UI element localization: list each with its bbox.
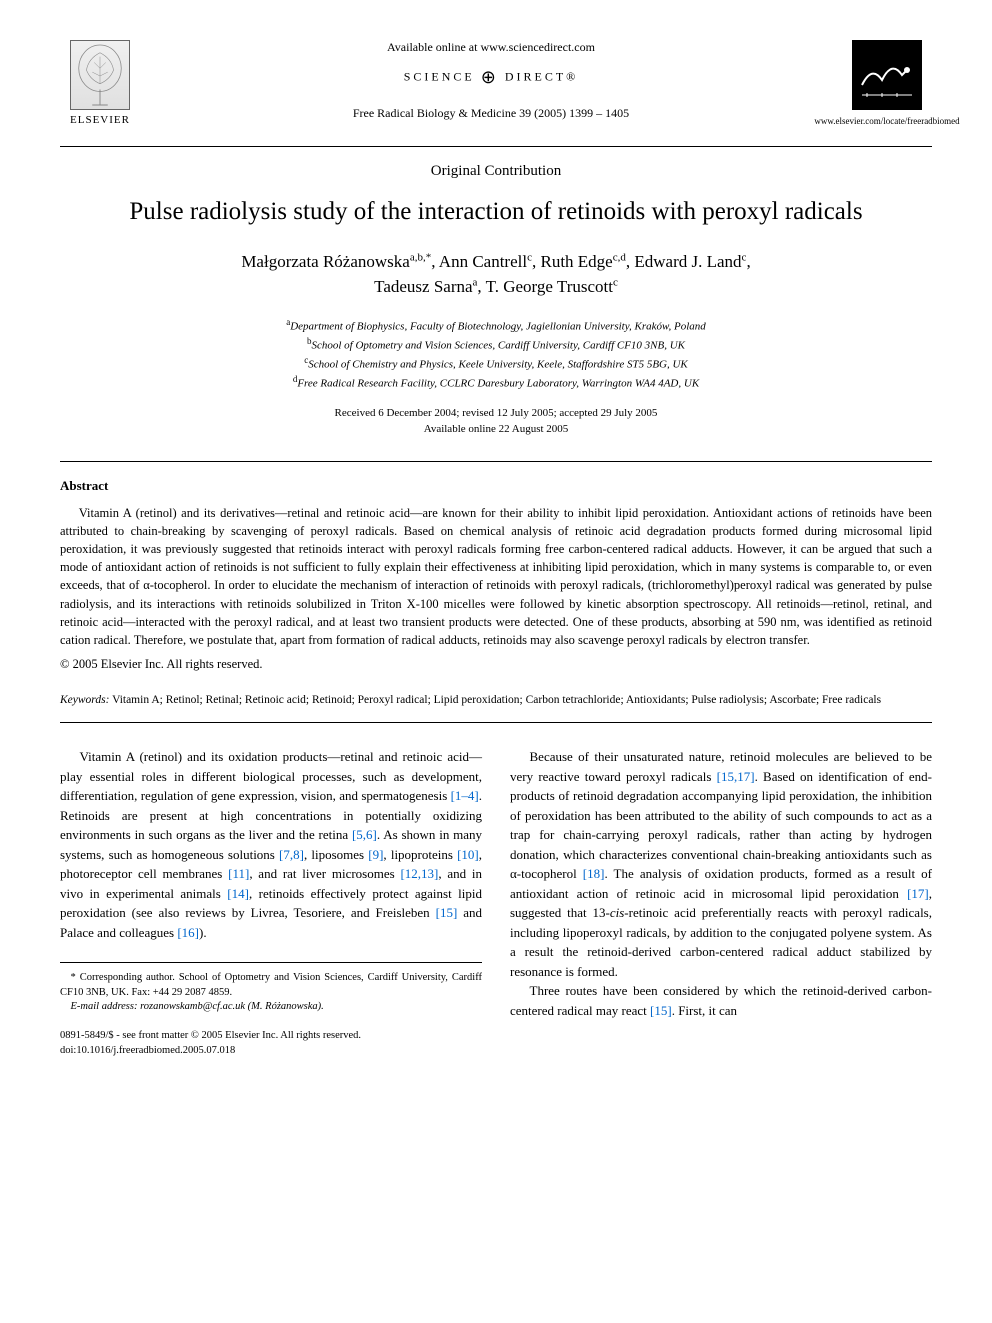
authors: Małgorzata Różanowskaa,b,*, Ann Cantrell… [60, 249, 932, 300]
issn-line: 0891-5849/$ - see front matter © 2005 El… [60, 1029, 482, 1044]
available-online-text: Available online at www.sciencedirect.co… [160, 40, 822, 55]
ref-link[interactable]: [12,13] [400, 866, 438, 881]
author-name: , Edward J. Land [626, 252, 742, 271]
doi-line: doi:10.1016/j.freeradbiomed.2005.07.018 [60, 1044, 482, 1059]
journal-citation: Free Radical Biology & Medicine 39 (2005… [160, 106, 822, 121]
abstract-section: Abstract Vitamin A (retinol) and its der… [60, 461, 932, 672]
affiliation-line: bSchool of Optometry and Vision Sciences… [60, 335, 932, 354]
article-title: Pulse radiolysis study of the interactio… [60, 196, 932, 229]
ref-link[interactable]: [10] [457, 847, 479, 862]
email-value: rozanowskamb@cf.ac.uk (M. Różanowska). [137, 1001, 323, 1012]
affiliation-line: cSchool of Chemistry and Physics, Keele … [60, 354, 932, 373]
body-text: . First, it can [672, 1003, 737, 1018]
keywords-text: Vitamin A; Retinol; Retinal; Retinoic ac… [109, 694, 881, 706]
ref-link[interactable]: [18] [583, 866, 605, 881]
abstract-text: Vitamin A (retinol) and its derivatives—… [60, 504, 932, 649]
affiliation-text: School of Chemistry and Physics, Keele U… [308, 358, 688, 370]
ref-link[interactable]: [11] [228, 866, 249, 881]
email-line: E-mail address: rozanowskamb@cf.ac.uk (M… [60, 1000, 482, 1015]
affiliations: aDepartment of Biophysics, Faculty of Bi… [60, 316, 932, 393]
author-name: , Ann Cantrell [431, 252, 527, 271]
elsevier-tree-icon [70, 40, 130, 110]
italic-text: cis [610, 905, 624, 920]
ref-link[interactable]: [15] [436, 905, 458, 920]
affiliation-line: dFree Radical Research Facility, CCLRC D… [60, 373, 932, 392]
affiliation-text: Department of Biophysics, Faculty of Bio… [290, 320, 706, 332]
ref-link[interactable]: [17] [907, 886, 929, 901]
corresponding-author: * Corresponding author. School of Optome… [60, 971, 482, 1000]
email-label: E-mail address: [71, 1001, 138, 1012]
elsevier-logo: ELSEVIER [60, 40, 140, 126]
body-columns: Vitamin A (retinol) and its oxidation pr… [60, 747, 932, 1058]
column-left: Vitamin A (retinol) and its oxidation pr… [60, 747, 482, 1058]
body-text: , and rat liver microsomes [249, 866, 400, 881]
copyright-text: © 2005 Elsevier Inc. All rights reserved… [60, 657, 932, 672]
author-name: Małgorzata Różanowska [241, 252, 410, 271]
ref-link[interactable]: [15] [650, 1003, 672, 1018]
center-header: Available online at www.sciencedirect.co… [140, 40, 842, 121]
footer-doi-block: 0891-5849/$ - see front matter © 2005 El… [60, 1029, 482, 1058]
ref-link[interactable]: [1–4] [451, 788, 479, 803]
author-affil-sup: c,d [613, 251, 626, 263]
dates-online: Available online 22 August 2005 [60, 422, 932, 437]
author-name: , T. George Truscott [477, 277, 613, 296]
body-text: . Based on identification of end-product… [510, 769, 932, 882]
body-text: ). [199, 925, 207, 940]
journal-icon [852, 40, 922, 110]
header-row: ELSEVIER Available online at www.science… [60, 40, 932, 126]
ref-link[interactable]: [9] [368, 847, 383, 862]
dates-received: Received 6 December 2004; revised 12 Jul… [60, 406, 932, 421]
body-text: Vitamin A (retinol) and its oxidation pr… [60, 749, 482, 803]
author-name: Tadeusz Sarna [374, 277, 472, 296]
keywords-label: Keywords: [60, 694, 109, 706]
journal-logo: www.elsevier.com/locate/freeradbiomed [842, 40, 932, 126]
affiliation-line: aDepartment of Biophysics, Faculty of Bi… [60, 316, 932, 335]
sciencedirect-left: SCIENCE [404, 69, 475, 83]
journal-url: www.elsevier.com/locate/freeradbiomed [814, 116, 959, 126]
ref-link[interactable]: [14] [227, 886, 249, 901]
sciencedirect-right: DIRECT® [505, 69, 578, 83]
column-right: Because of their unsaturated nature, ret… [510, 747, 932, 1058]
body-text: , lipoproteins [383, 847, 457, 862]
ref-link[interactable]: [7,8] [279, 847, 304, 862]
ref-link[interactable]: [15,17] [717, 769, 755, 784]
elsevier-label: ELSEVIER [70, 114, 130, 126]
author-name: , Ruth Edge [532, 252, 613, 271]
body-paragraph: Vitamin A (retinol) and its oxidation pr… [60, 747, 482, 942]
ref-link[interactable]: [16] [177, 925, 199, 940]
sciencedirect-dot-icon: ⊕ [481, 67, 499, 87]
ref-link[interactable]: [5,6] [352, 827, 377, 842]
keywords: Keywords: Vitamin A; Retinol; Retinal; R… [60, 692, 932, 723]
author-affil-sup: c [613, 276, 618, 288]
sciencedirect-logo: SCIENCE ⊕ DIRECT® [160, 67, 822, 88]
affiliation-text: Free Radical Research Facility, CCLRC Da… [297, 378, 699, 390]
author-sep: , [746, 252, 750, 271]
article-dates: Received 6 December 2004; revised 12 Jul… [60, 406, 932, 437]
header-divider [60, 146, 932, 147]
abstract-heading: Abstract [60, 478, 932, 494]
body-paragraph: Because of their unsaturated nature, ret… [510, 747, 932, 981]
author-affil-sup: a,b,* [410, 251, 431, 263]
footer-corresponding: * Corresponding author. School of Optome… [60, 962, 482, 1015]
affiliation-text: School of Optometry and Vision Sciences,… [311, 339, 685, 351]
body-text: , liposomes [304, 847, 368, 862]
body-paragraph: Three routes have been considered by whi… [510, 981, 932, 1020]
article-type: Original Contribution [60, 163, 932, 180]
